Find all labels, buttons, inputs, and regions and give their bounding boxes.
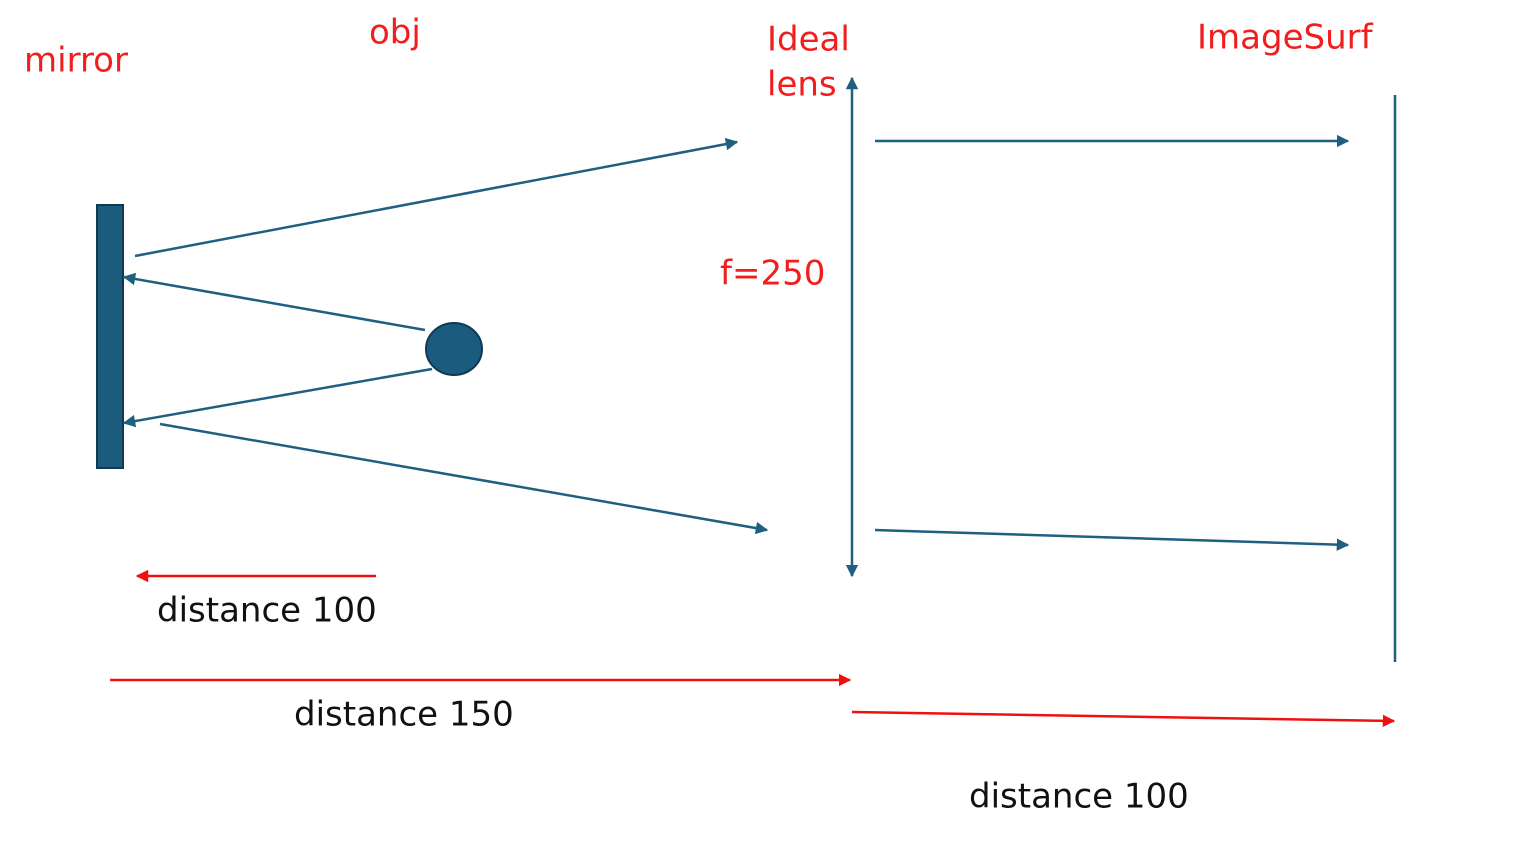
ray: [874, 528, 1350, 551]
ray: [122, 367, 433, 428]
lens-label: Ideal: [767, 20, 850, 60]
ray: [122, 272, 426, 332]
mirror-label: mirror: [24, 41, 128, 81]
focal-length-label: f=250: [720, 254, 825, 294]
distance-label: distance 100: [157, 591, 377, 631]
ray: [159, 422, 769, 535]
ray: [134, 137, 739, 258]
distance-label: distance 150: [294, 695, 514, 735]
object-label: obj: [369, 13, 421, 53]
image-surface-label: ImageSurf: [1197, 18, 1374, 58]
mirror: [96, 204, 124, 469]
object: [425, 322, 483, 376]
lens-label: lens: [767, 65, 837, 105]
distance-label: distance 100: [969, 777, 1189, 817]
distance-arrow: [851, 710, 1396, 728]
